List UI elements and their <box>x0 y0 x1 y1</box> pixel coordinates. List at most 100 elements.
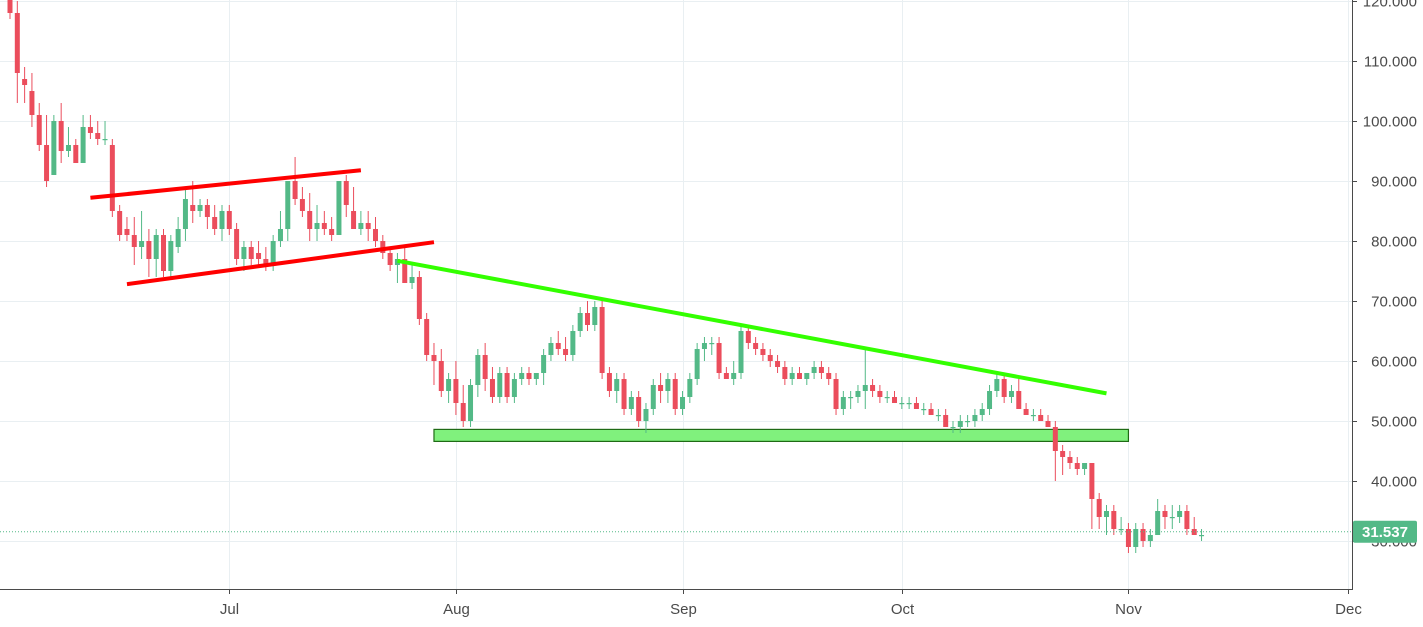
candle-body <box>1147 535 1153 541</box>
candle-body <box>380 241 386 253</box>
candle <box>694 343 700 385</box>
candle-body <box>226 211 232 229</box>
candle <box>277 211 283 247</box>
candle-body <box>716 343 722 373</box>
candle <box>197 199 203 217</box>
candle <box>892 391 898 403</box>
candle <box>906 397 912 409</box>
candle-body <box>533 373 539 379</box>
candle <box>58 103 64 163</box>
candle-body <box>606 373 612 391</box>
candle <box>80 115 86 163</box>
candle-body <box>1199 535 1205 537</box>
candle-body <box>848 397 854 399</box>
candle <box>789 367 795 385</box>
candle-body <box>109 145 115 211</box>
y-tick-label: 80.000 <box>1371 234 1417 251</box>
candle <box>987 385 993 415</box>
candle <box>1140 523 1146 547</box>
candle-body <box>168 241 174 271</box>
candle-body <box>636 397 642 421</box>
candle <box>87 115 93 139</box>
candle <box>51 115 57 175</box>
candle-body <box>614 379 620 391</box>
candle <box>95 121 101 145</box>
candle <box>753 337 759 355</box>
candle <box>1184 505 1190 535</box>
candle-body <box>95 133 101 139</box>
candle-body <box>358 223 364 229</box>
candle-body <box>307 211 313 229</box>
candle-body <box>782 367 788 379</box>
candle <box>365 211 371 241</box>
candle <box>701 337 707 361</box>
candle <box>555 331 561 355</box>
candle-body <box>197 205 203 211</box>
candle-body <box>943 415 949 427</box>
candle <box>1111 505 1117 535</box>
candle <box>1074 457 1080 475</box>
candle-body <box>51 121 57 175</box>
candle-body <box>1111 511 1117 529</box>
candle-body <box>175 229 181 247</box>
candle-body <box>44 145 50 181</box>
candle <box>226 205 232 235</box>
candle-body <box>833 379 839 409</box>
candle <box>65 127 71 157</box>
last-price-badge: 31.537 <box>1353 520 1417 543</box>
candle <box>833 373 839 415</box>
candle-body <box>351 211 357 229</box>
candle <box>409 265 415 289</box>
candle <box>979 403 985 421</box>
candle-body <box>475 355 481 385</box>
candle-body <box>628 397 634 409</box>
candle <box>818 361 824 379</box>
candle <box>584 301 590 331</box>
candle-body <box>570 331 576 355</box>
candle <box>1030 409 1036 421</box>
candle-body <box>753 343 759 349</box>
candle-body <box>775 361 781 367</box>
candle-body <box>460 403 466 421</box>
candle <box>256 241 262 265</box>
candle-body <box>1001 379 1007 397</box>
candle-body <box>314 223 320 229</box>
candle-body <box>1096 499 1102 517</box>
candle-body <box>1162 511 1168 517</box>
candle <box>950 421 956 433</box>
candle <box>965 415 971 427</box>
candle-body <box>577 313 583 331</box>
candle <box>957 415 963 433</box>
x-tick-label: Nov <box>1115 601 1142 618</box>
candle-body <box>731 373 737 379</box>
candle <box>650 379 656 415</box>
candle <box>928 403 934 415</box>
candle-body <box>504 373 510 397</box>
candle-body <box>373 229 378 241</box>
candle-body <box>862 385 868 391</box>
candle-body <box>599 307 605 373</box>
candle-body <box>153 235 159 259</box>
candle <box>131 217 137 265</box>
candle <box>1060 445 1066 475</box>
candle-body <box>1155 511 1161 535</box>
candle-body <box>840 397 846 409</box>
candle <box>102 121 108 145</box>
candle <box>1199 529 1205 541</box>
candle-body <box>431 355 437 361</box>
candle-body <box>22 79 28 85</box>
candle-body <box>1177 511 1183 517</box>
candle <box>760 343 766 361</box>
candle-body <box>818 367 824 373</box>
candle <box>1052 421 1058 481</box>
x-tick-label: Oct <box>891 601 915 618</box>
candle <box>935 409 941 421</box>
candle <box>738 325 744 379</box>
candle-body <box>526 373 532 379</box>
candle <box>329 217 335 241</box>
candle-body <box>1045 421 1051 427</box>
candle <box>446 373 452 403</box>
candle-body <box>1184 511 1190 529</box>
candle-body <box>1038 415 1044 421</box>
candle <box>168 235 174 277</box>
